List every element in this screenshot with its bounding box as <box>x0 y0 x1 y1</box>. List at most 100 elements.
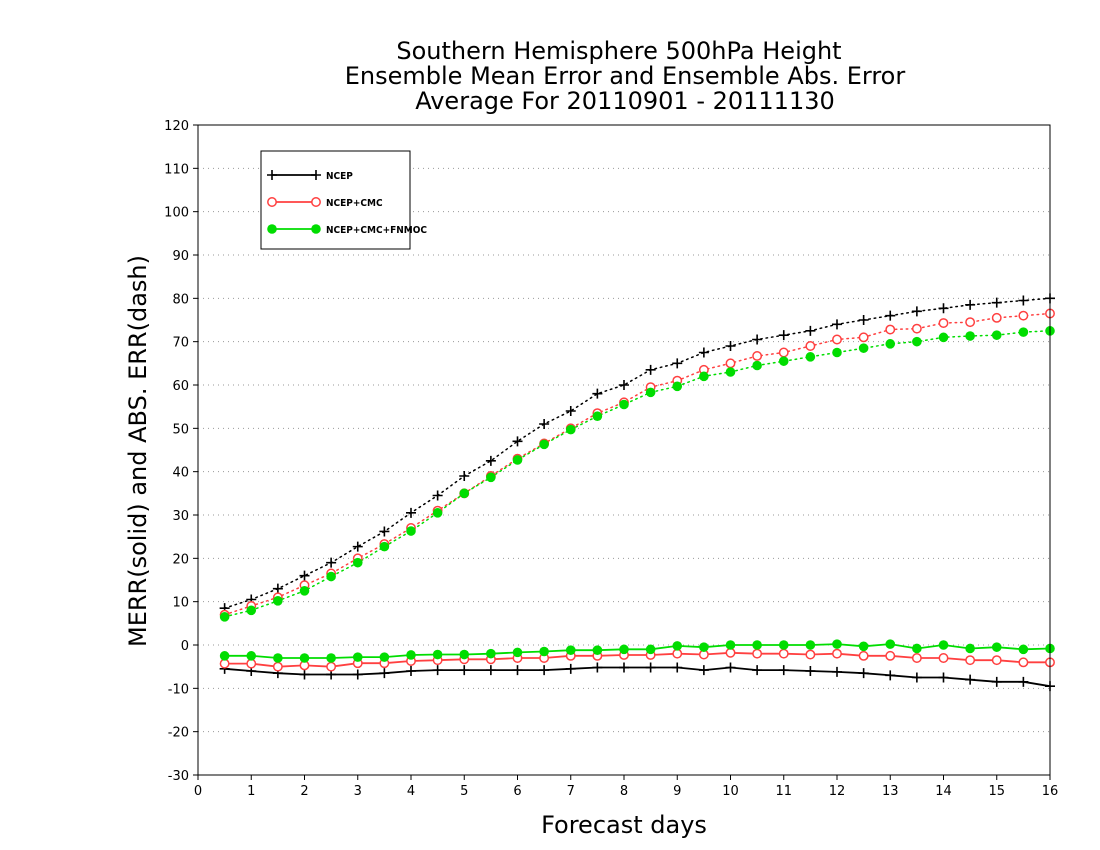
data-point-abs-err-ncep <box>379 526 390 537</box>
series-line-mean-err-ncep <box>224 666 1051 688</box>
x-tick-label: 5 <box>460 784 468 799</box>
x-tick-label: 1 <box>247 784 255 799</box>
y-tick-label: 20 <box>172 552 189 567</box>
data-point-mean-err-ncep-cmc-fnmoc <box>1018 644 1029 655</box>
data-point-mean-err-ncep-cmc <box>1018 657 1029 668</box>
data-point-abs-err-ncep-cmc-fnmoc <box>379 541 390 552</box>
data-point-abs-err-ncep-cmc-fnmoc <box>539 439 549 450</box>
y-tick-label: 80 <box>172 292 189 307</box>
legend-label-ncep-cmc-fnmoc: NCEP+CMC+FNMOC <box>326 225 427 236</box>
data-point-abs-err-ncep-cmc-fnmoc <box>512 455 523 465</box>
data-point-mean-err-ncep-cmc-fnmoc <box>432 649 443 660</box>
data-point-mean-err-ncep-cmc-fnmoc <box>273 653 283 663</box>
data-point-abs-err-ncep-cmc-fnmoc <box>858 343 869 353</box>
x-tick-label: 8 <box>620 784 628 799</box>
title-line-3: Average For 20110901 - 20111130 <box>415 87 835 115</box>
data-point-mean-err-ncep-cmc-fnmoc <box>219 651 230 661</box>
data-point-mean-err-ncep <box>1018 676 1029 687</box>
data-point-mean-err-ncep-cmc <box>938 653 949 663</box>
y-axis-label: MERR(solid) and ABS. ERR(dash) <box>124 255 152 647</box>
data-point-abs-err-ncep <box>1018 295 1029 306</box>
data-point-abs-err-ncep-cmc <box>725 358 736 369</box>
data-point-abs-err-ncep-cmc-fnmoc <box>299 586 310 596</box>
data-point-mean-err-ncep <box>512 665 523 676</box>
data-point-abs-err-ncep-cmc-fnmoc <box>246 605 257 616</box>
y-tick-label: 110 <box>164 162 189 177</box>
y-tick-label: 10 <box>172 596 189 611</box>
data-point-abs-err-ncep <box>485 455 496 466</box>
data-point-mean-err-ncep <box>858 668 869 679</box>
x-tick-label: 14 <box>935 784 952 799</box>
data-point-abs-err-ncep <box>965 299 976 310</box>
x-tick-label: 12 <box>829 784 846 799</box>
data-point-abs-err-ncep <box>352 541 363 552</box>
data-point-mean-err-ncep <box>778 665 789 676</box>
data-point-abs-err-ncep-cmc-fnmoc <box>352 557 363 568</box>
x-tick-label: 7 <box>567 784 575 799</box>
data-point-mean-err-ncep <box>832 666 842 677</box>
y-tick-label: 120 <box>164 119 189 134</box>
data-point-mean-err-ncep-cmc-fnmoc <box>352 652 363 662</box>
x-tick-label: 4 <box>407 784 415 799</box>
data-point-mean-err-ncep <box>725 662 736 673</box>
data-point-mean-err-ncep <box>672 662 683 673</box>
data-point-mean-err-ncep <box>752 665 763 676</box>
data-point-mean-err-ncep-cmc <box>965 655 976 666</box>
y-tick-label: -30 <box>168 769 189 784</box>
data-point-mean-err-ncep-cmc <box>832 648 842 659</box>
data-point-abs-err-ncep-cmc-fnmoc <box>273 596 283 606</box>
data-point-abs-err-ncep <box>778 330 789 341</box>
data-point-mean-err-ncep-cmc-fnmoc <box>246 651 257 661</box>
data-point-abs-err-ncep-cmc-fnmoc <box>619 399 629 410</box>
series-markers <box>219 293 1055 692</box>
data-point-mean-err-ncep-cmc <box>752 648 763 659</box>
data-point-abs-err-ncep <box>459 471 470 481</box>
data-point-mean-err-ncep-cmc-fnmoc <box>938 640 949 650</box>
legend-label-ncep: NCEP <box>326 171 353 182</box>
data-point-mean-err-ncep-cmc <box>326 661 337 672</box>
x-axis-label: Forecast days <box>541 811 707 839</box>
data-point-abs-err-ncep-cmc <box>778 347 789 358</box>
data-point-mean-err-ncep-cmc <box>219 658 230 669</box>
data-point-abs-err-ncep-cmc-fnmoc <box>991 330 1002 340</box>
x-tick-label: 10 <box>722 784 739 799</box>
data-point-abs-err-ncep-cmc <box>885 324 896 335</box>
data-point-abs-err-ncep-cmc-fnmoc <box>592 411 603 422</box>
data-point-abs-err-ncep <box>858 315 869 325</box>
data-point-mean-err-ncep-cmc-fnmoc <box>832 639 842 649</box>
y-tick-label: 100 <box>164 206 189 221</box>
data-point-mean-err-ncep <box>459 665 470 676</box>
data-point-mean-err-ncep <box>991 676 1002 687</box>
legend-marker-ncep-cmc-fnmoc <box>311 224 321 234</box>
data-point-mean-err-ncep-cmc-fnmoc <box>379 652 390 662</box>
data-point-abs-err-ncep <box>406 507 416 518</box>
data-point-abs-err-ncep <box>911 306 922 317</box>
data-point-mean-err-ncep-cmc <box>246 658 257 669</box>
data-point-abs-err-ncep-cmc-fnmoc <box>326 571 336 582</box>
data-point-mean-err-ncep <box>619 662 629 673</box>
x-tick-label: 15 <box>988 784 1005 799</box>
series-lines <box>223 297 1051 688</box>
data-point-abs-err-ncep-cmc-fnmoc <box>725 367 736 377</box>
x-tick-label: 11 <box>775 784 792 799</box>
data-point-abs-err-ncep-cmc <box>858 332 869 343</box>
data-point-abs-err-ncep <box>991 297 1002 308</box>
data-point-abs-err-ncep <box>805 325 816 336</box>
data-point-abs-err-ncep <box>672 358 683 369</box>
data-point-abs-err-ncep <box>725 341 736 351</box>
data-point-abs-err-ncep-cmc-fnmoc <box>699 371 709 382</box>
data-point-abs-err-ncep-cmc-fnmoc <box>565 424 576 435</box>
data-point-abs-err-ncep-cmc <box>911 323 922 334</box>
data-point-mean-err-ncep-cmc-fnmoc <box>406 650 416 660</box>
data-point-mean-err-ncep <box>592 662 603 673</box>
data-point-mean-err-ncep <box>299 669 310 680</box>
series-line-abs-err-ncep-cmc-fnmoc <box>223 330 1051 618</box>
data-point-abs-err-ncep <box>432 490 443 501</box>
data-point-abs-err-ncep <box>592 388 603 399</box>
data-point-abs-err-ncep-cmc-fnmoc <box>432 508 443 518</box>
y-tick-label: 40 <box>172 466 189 481</box>
data-point-mean-err-ncep-cmc-fnmoc <box>858 641 869 652</box>
x-tick-label: 3 <box>354 784 362 799</box>
data-point-mean-err-ncep-cmc-fnmoc <box>512 647 523 658</box>
